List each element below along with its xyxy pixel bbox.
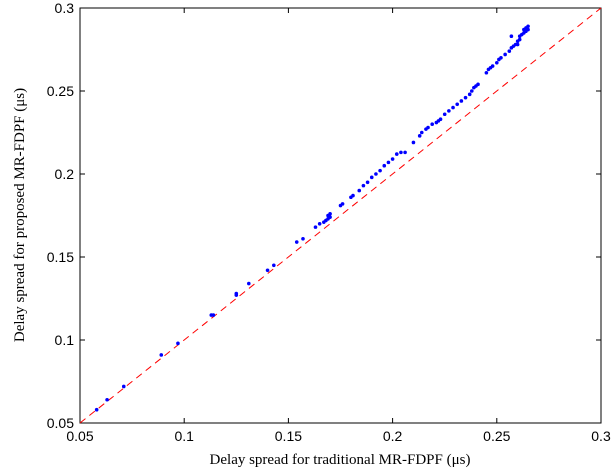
data-point	[503, 52, 507, 57]
x-axis-label: Delay spread for traditional MR-FDPF (μs…	[210, 452, 471, 468]
data-point	[426, 125, 430, 130]
data-point	[499, 56, 503, 60]
x-tick-label: 0.05	[66, 428, 93, 444]
data-point	[417, 134, 422, 138]
x-tick-label: 0.2	[383, 428, 403, 444]
data-point	[507, 49, 512, 53]
y-tick-label: 0.25	[47, 83, 74, 99]
data-point	[159, 353, 164, 357]
data-point	[265, 268, 270, 273]
data-point	[526, 24, 530, 29]
data-point	[374, 172, 378, 176]
data-point	[105, 397, 109, 402]
data-point	[301, 236, 305, 241]
data-point	[340, 202, 345, 206]
data-point	[394, 152, 399, 156]
y-axis-label: Delay spread for proposed MR-FDPF (μs)	[12, 88, 28, 342]
y-tick-label: 0.1	[55, 332, 75, 348]
data-point	[390, 157, 395, 161]
data-point	[234, 291, 239, 296]
data-point	[317, 222, 322, 226]
data-point	[526, 27, 530, 32]
data-point	[447, 109, 451, 113]
data-point	[490, 64, 495, 68]
data-point	[515, 42, 520, 47]
x-tick-label: 0.3	[591, 428, 611, 444]
y-tick-label: 0.3	[55, 0, 75, 16]
data-point	[459, 99, 464, 103]
y-tick-label: 0.2	[55, 166, 75, 182]
data-point	[211, 313, 216, 317]
data-point	[419, 130, 424, 135]
data-point	[272, 263, 276, 268]
x-axis-ticks: 0.05 0.1 0.15 0.2 0.25 0.3	[66, 8, 611, 444]
reference-line-group	[79, 7, 602, 424]
data-point	[438, 117, 443, 122]
data-point	[451, 105, 455, 110]
y-tick-label: 0.05	[47, 415, 74, 431]
data-point	[328, 212, 332, 216]
data-point	[495, 60, 499, 65]
data-point	[469, 89, 474, 93]
data-point	[365, 180, 370, 185]
data-point	[509, 34, 514, 39]
data-point	[328, 215, 332, 219]
data-point	[369, 175, 374, 180]
x-tick-label: 0.1	[174, 428, 194, 444]
data-point	[386, 160, 391, 165]
data-point	[247, 281, 251, 286]
x-tick-label: 0.15	[275, 428, 302, 444]
data-point	[357, 188, 362, 193]
data-point	[294, 240, 299, 244]
data-point	[484, 70, 489, 75]
data-point	[378, 168, 382, 173]
reference-line	[79, 7, 602, 424]
data-point	[176, 341, 180, 346]
data-point	[442, 112, 447, 117]
data-point	[313, 225, 318, 229]
data-point	[476, 82, 480, 87]
data-point	[411, 140, 416, 145]
data-point	[94, 407, 99, 412]
data-point	[382, 163, 387, 168]
data-point	[351, 193, 355, 198]
x-tick-label: 0.25	[483, 428, 510, 444]
data-point	[403, 150, 407, 155]
data-point	[455, 102, 460, 107]
data-point	[463, 95, 468, 100]
data-points-group	[94, 24, 530, 412]
y-axis-ticks: 0.05 0.1 0.15 0.2 0.25 0.3	[47, 0, 601, 431]
data-point	[399, 150, 403, 155]
y-tick-label: 0.15	[47, 249, 74, 265]
data-point	[361, 183, 366, 188]
data-point	[121, 384, 126, 389]
data-point	[467, 92, 472, 97]
data-point	[517, 37, 522, 42]
data-point	[430, 122, 434, 126]
